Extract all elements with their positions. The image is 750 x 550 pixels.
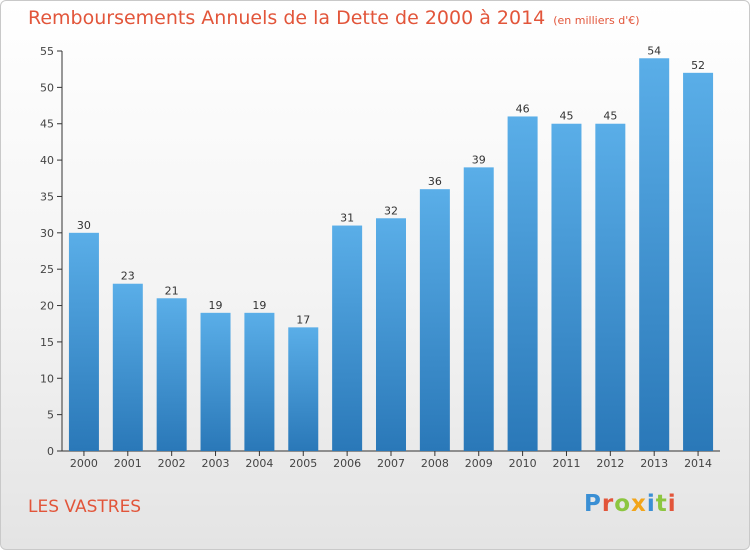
x-tick-label: 2012 — [596, 457, 624, 470]
bar-value-label: 54 — [647, 44, 661, 57]
x-tick-label: 2000 — [70, 457, 98, 470]
bar-value-label: 30 — [77, 219, 91, 232]
x-tick-label: 2014 — [684, 457, 712, 470]
bar-value-label: 23 — [121, 270, 135, 283]
bar-value-label: 19 — [209, 299, 223, 312]
bar-value-label: 52 — [691, 59, 705, 72]
y-tick-label: 20 — [40, 300, 54, 313]
bar-value-label: 39 — [472, 153, 486, 166]
x-tick-label: 2008 — [421, 457, 449, 470]
bar-value-label: 19 — [252, 299, 266, 312]
bar — [683, 72, 714, 452]
bar-value-label: 46 — [516, 102, 530, 115]
chart-title-text: Remboursements Annuels de la Dette de 20… — [28, 7, 546, 29]
bar-value-label: 21 — [165, 284, 179, 297]
bar — [419, 189, 450, 451]
bar-value-label: 45 — [559, 110, 573, 123]
bar — [112, 283, 143, 451]
location-label: LES VASTRES — [28, 497, 142, 517]
x-tick-label: 2010 — [509, 457, 537, 470]
x-axis: 2000 2001 2002 2003 2004 2005 2006 2007 2008 2009… — [62, 450, 720, 470]
bar — [639, 58, 670, 451]
brand-letter: o — [614, 491, 632, 517]
brand-letter: i — [667, 491, 677, 517]
y-tick-label: 15 — [40, 336, 54, 349]
y-tick-label: 0 — [47, 445, 54, 458]
bar — [376, 218, 406, 451]
bar — [595, 123, 626, 452]
y-tick-label: 25 — [40, 263, 54, 276]
proxiti-logo[interactable]: Proxiti — [584, 491, 677, 517]
bar — [200, 312, 231, 451]
x-tick-label: 2007 — [377, 457, 405, 470]
bar — [244, 312, 275, 451]
x-tick-label: 2003 — [202, 457, 230, 470]
brand-letter: P — [584, 491, 602, 517]
x-tick-label: 2013 — [640, 457, 668, 470]
bar — [507, 116, 538, 452]
y-tick-label: 30 — [40, 227, 54, 240]
y-tick-label: 5 — [47, 409, 54, 422]
bars — [68, 58, 714, 452]
y-axis: 0 5 10 15 20 25 30 35 40 45 50 55 — [40, 45, 63, 458]
y-tick-label: 40 — [40, 154, 54, 167]
bar — [332, 225, 363, 451]
y-tick-label: 55 — [40, 45, 54, 58]
chart-title: Remboursements Annuels de la Dette de 20… — [28, 7, 640, 29]
x-tick-label: 2009 — [465, 457, 493, 470]
bar — [551, 123, 582, 452]
x-tick-label: 2005 — [289, 457, 317, 470]
bar — [288, 327, 319, 451]
brand-letter: x — [631, 491, 647, 517]
x-tick-label: 2004 — [245, 457, 273, 470]
bar-value-label: 17 — [296, 313, 310, 326]
y-tick-label: 50 — [40, 81, 54, 94]
x-tick-label: 2006 — [333, 457, 361, 470]
brand-letter: r — [601, 491, 615, 517]
brand-letter: i — [646, 491, 656, 517]
bar-value-label: 32 — [384, 204, 398, 217]
y-tick-label: 10 — [40, 372, 54, 385]
y-tick-label: 35 — [40, 190, 54, 203]
x-tick-label: 2002 — [158, 457, 186, 470]
bar — [463, 167, 494, 451]
bar-value-label: 31 — [340, 212, 354, 225]
bar — [68, 232, 99, 451]
bar-value-label: 45 — [603, 110, 617, 123]
y-tick-label: 45 — [40, 118, 54, 131]
x-tick-label: 2001 — [114, 457, 142, 470]
data-labels: 30 23 21 19 19 17 31 32 36 39 46 45 45 54 52 — [77, 44, 705, 326]
bar-value-label: 36 — [428, 175, 442, 188]
unit-note: (en milliers d'€) — [553, 14, 640, 27]
x-tick-label: 2011 — [552, 457, 580, 470]
bar — [156, 298, 187, 451]
brand-letter: t — [655, 491, 668, 517]
